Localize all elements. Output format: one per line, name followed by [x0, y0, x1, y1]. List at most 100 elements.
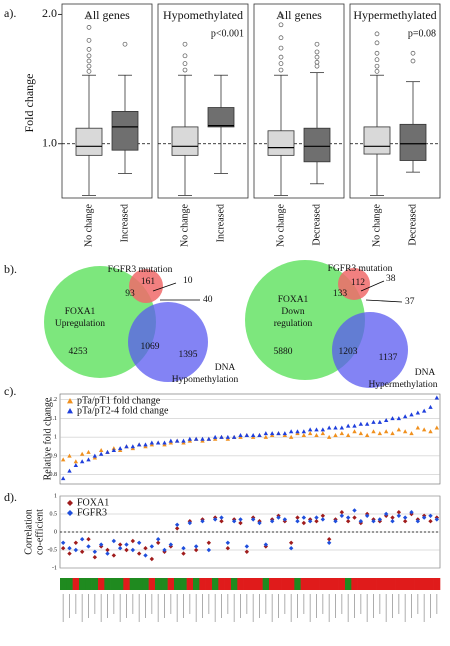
data-point — [307, 427, 313, 432]
data-point — [206, 547, 212, 553]
venn-circle — [128, 302, 208, 382]
data-point — [149, 544, 155, 549]
data-point — [377, 419, 383, 424]
data-point — [168, 542, 174, 547]
data-point — [345, 515, 351, 520]
data-point — [155, 540, 161, 545]
heatmap-cell — [104, 578, 111, 590]
x-tick-label: Increased — [215, 204, 226, 242]
heatmap-cell — [364, 578, 371, 590]
data-point — [86, 457, 91, 462]
data-point — [193, 547, 199, 553]
data-point — [181, 551, 186, 556]
data-point — [390, 515, 395, 520]
data-point — [92, 453, 98, 458]
data-point — [301, 433, 307, 438]
heatmap-cell — [98, 578, 105, 590]
heatmap-cell — [167, 578, 175, 590]
box — [363, 126, 391, 155]
data-point — [238, 433, 243, 438]
data-point — [396, 513, 402, 518]
data-point — [143, 553, 148, 558]
data-point — [187, 520, 193, 526]
data-point — [377, 517, 383, 522]
data-point — [193, 436, 199, 441]
data-point — [174, 438, 180, 443]
outlier — [314, 59, 320, 65]
y-tick-label: 1 — [54, 493, 57, 499]
data-point — [79, 459, 85, 464]
heatmap-cell — [250, 578, 257, 590]
outlier — [182, 61, 188, 66]
data-point — [60, 476, 66, 481]
data-point — [428, 429, 433, 434]
data-point — [244, 549, 250, 554]
data-point — [402, 429, 408, 434]
data-point — [358, 431, 364, 436]
data-point — [383, 429, 389, 434]
venn-label: regulation — [274, 319, 313, 329]
data-point — [200, 436, 205, 441]
panel-title: Hypermethylated — [353, 8, 436, 22]
panel-frame — [349, 3, 441, 199]
data-point — [352, 508, 357, 513]
data-point — [345, 433, 351, 438]
outlier — [278, 35, 284, 41]
heatmap-cell — [205, 578, 213, 590]
data-point — [390, 431, 395, 436]
data-point — [434, 425, 440, 430]
outlier — [374, 63, 380, 69]
heatmap-cell — [288, 578, 295, 590]
outlier — [86, 68, 92, 74]
data-point — [244, 433, 250, 438]
legend-marker — [67, 510, 73, 516]
data-point — [434, 517, 440, 522]
data-point — [136, 540, 142, 545]
data-point — [225, 546, 231, 551]
data-point — [130, 538, 136, 544]
outlier — [86, 37, 92, 43]
data-point — [155, 440, 161, 445]
data-point — [263, 431, 269, 436]
venn-label: Hypomethylation — [172, 375, 239, 385]
venn-label: FOXA1 — [278, 295, 309, 305]
heatmap-cell — [256, 578, 263, 590]
data-point — [345, 423, 351, 428]
box — [75, 127, 103, 156]
panel-frame — [253, 3, 345, 199]
data-point — [288, 540, 294, 545]
data-point — [67, 453, 72, 458]
data-point — [117, 446, 123, 451]
venn-count: 112 — [351, 278, 365, 288]
data-point — [60, 546, 66, 551]
heatmap-cell — [155, 578, 162, 590]
heatmap-cell — [224, 578, 232, 590]
x-tick-label: No change — [371, 203, 382, 247]
outlier — [314, 63, 320, 69]
legend-label: FOXA1 — [77, 497, 109, 508]
y-axis-label: Correlation — [23, 509, 34, 555]
data-point — [212, 434, 218, 439]
venn-label: DNA — [415, 368, 436, 378]
box — [111, 111, 139, 151]
box — [171, 126, 199, 156]
data-point — [352, 423, 357, 428]
outlier — [86, 25, 92, 30]
data-point — [295, 519, 300, 524]
data-point — [371, 419, 376, 424]
heatmap-cell — [231, 578, 238, 590]
data-point — [257, 433, 262, 438]
data-point — [339, 510, 345, 515]
venn-count: 1203 — [339, 347, 358, 357]
outlier — [86, 58, 92, 64]
panel-frame — [61, 3, 153, 199]
data-point — [250, 433, 256, 438]
heatmap-cell — [414, 578, 422, 590]
data-point — [136, 551, 142, 556]
heatmap-cell — [402, 578, 409, 590]
data-point — [111, 553, 117, 558]
outlier — [278, 22, 284, 28]
outlier — [374, 31, 380, 37]
data-point — [79, 537, 85, 542]
